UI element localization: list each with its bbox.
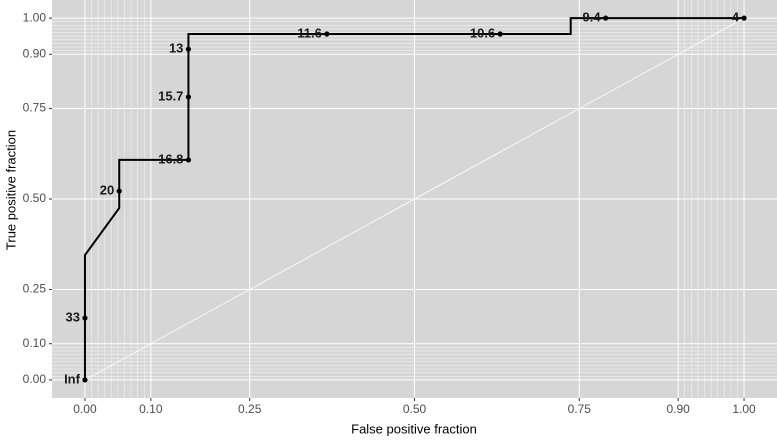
- cutoff-point: [603, 15, 609, 21]
- cutoff-label: 4: [732, 10, 740, 25]
- x-tick-label: 0.25: [238, 402, 262, 416]
- reference-diagonal: [84, 17, 745, 381]
- y-tick-label: 1.00: [23, 10, 47, 24]
- x-tick-label: 0.75: [568, 402, 592, 416]
- cutoff-point: [116, 188, 122, 194]
- y-tick-label: 0.75: [23, 101, 47, 115]
- y-tick-label: 0.00: [23, 372, 47, 386]
- y-axis-title: True positive fraction: [3, 130, 18, 250]
- x-tick-label: 0.10: [139, 402, 163, 416]
- cutoff-point: [741, 15, 747, 21]
- cutoff-point: [185, 94, 192, 100]
- y-tick-label: 0.90: [23, 46, 47, 60]
- cutoff-label: 16.8: [158, 151, 183, 166]
- cutoff-point: [497, 31, 503, 37]
- y-tick-label: 0.50: [23, 191, 47, 205]
- x-tick-label: 0.50: [403, 402, 427, 416]
- x-tick-label: 0.00: [73, 402, 97, 416]
- y-tick-label: 0.25: [23, 282, 47, 296]
- x-axis-title: False positive fraction: [351, 421, 477, 436]
- cutoff-point: [185, 157, 192, 163]
- cutoff-label: 15.7: [158, 88, 183, 103]
- cutoff-point: [82, 377, 88, 383]
- cutoff-label: Inf: [64, 371, 81, 386]
- cutoff-label: 33: [65, 309, 79, 324]
- x-tick-label: 0.90: [666, 402, 690, 416]
- cutoff-point: [82, 315, 88, 321]
- cutoff-point: [324, 31, 330, 37]
- cutoff-label: 9.4: [583, 10, 602, 25]
- y-tick-label: 0.10: [23, 336, 47, 350]
- cutoff-label: 10.6: [470, 25, 495, 40]
- cutoff-label: 20: [100, 182, 114, 197]
- cutoff-point: [185, 46, 192, 52]
- cutoff-label: 11.6: [297, 25, 322, 40]
- cutoff-label: 13: [169, 41, 183, 56]
- x-tick-label: 1.00: [732, 402, 756, 416]
